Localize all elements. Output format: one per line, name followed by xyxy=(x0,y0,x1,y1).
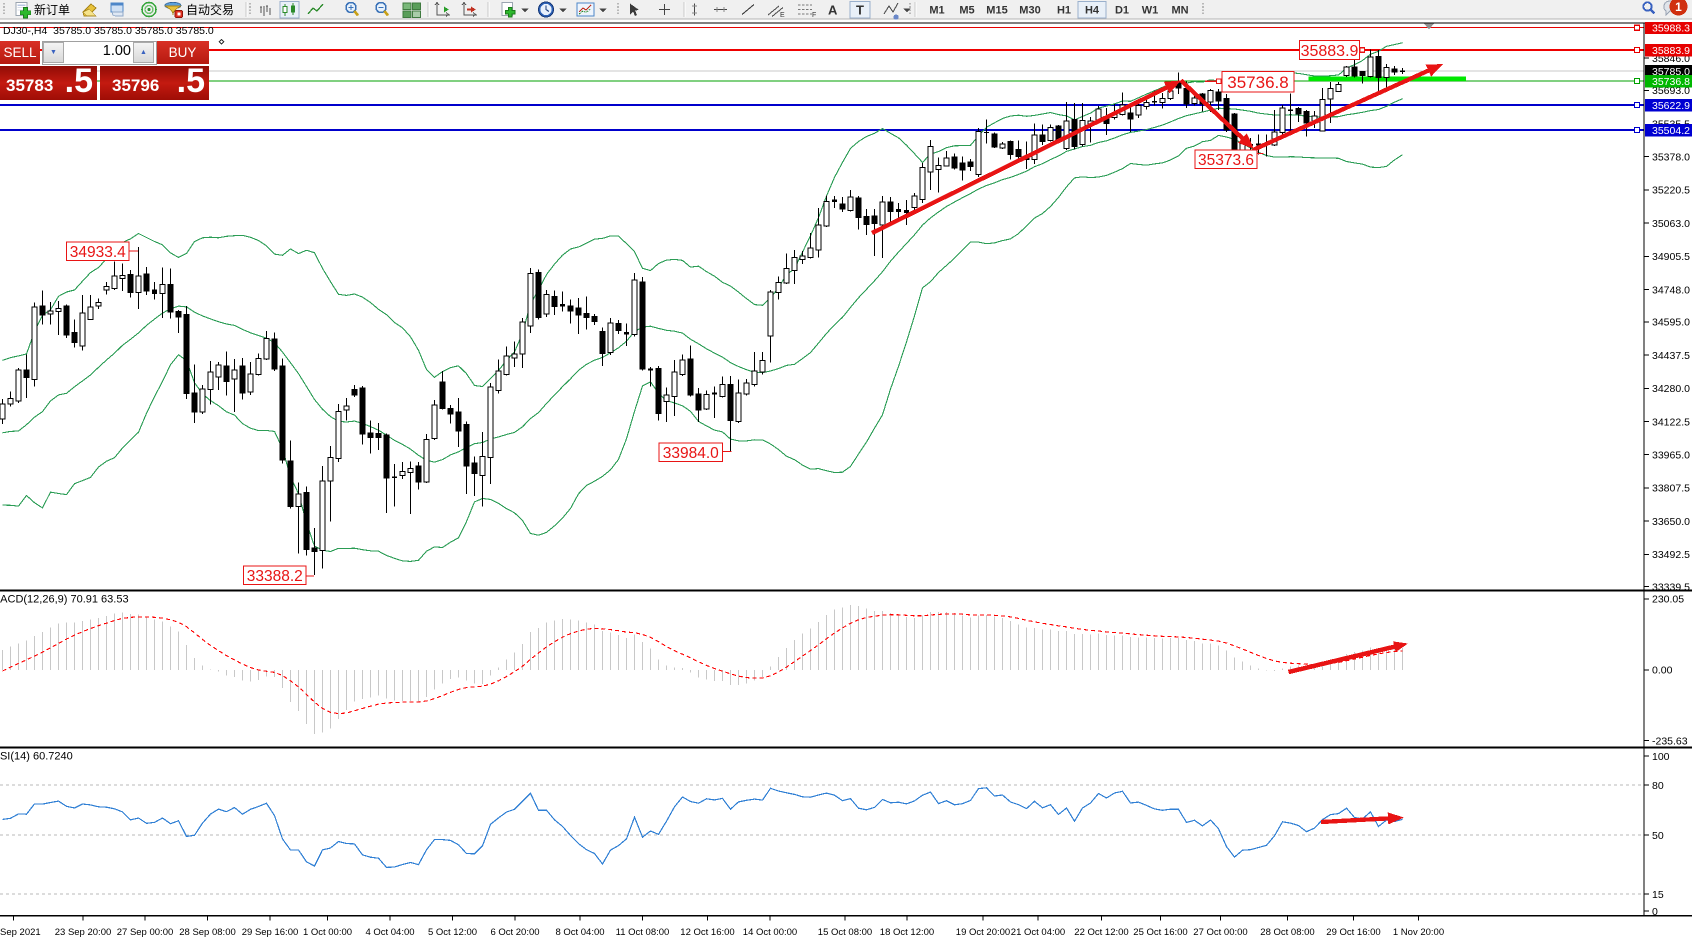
svg-text:8 Oct 04:00: 8 Oct 04:00 xyxy=(555,927,604,938)
svg-text:A: A xyxy=(828,3,838,18)
svg-text:33965.0: 33965.0 xyxy=(1652,450,1690,462)
svg-text:35736.8: 35736.8 xyxy=(1652,76,1690,88)
svg-text:35378.0: 35378.0 xyxy=(1652,152,1690,164)
svg-text:H1: H1 xyxy=(1057,5,1071,17)
svg-text:34437.5: 34437.5 xyxy=(1652,350,1690,362)
svg-text:34122.5: 34122.5 xyxy=(1652,416,1690,428)
svg-text:35622.9: 35622.9 xyxy=(1652,100,1690,112)
svg-text:100: 100 xyxy=(1652,751,1670,763)
svg-text:0: 0 xyxy=(1652,906,1658,918)
svg-text:23 Sep 20:00: 23 Sep 20:00 xyxy=(55,927,112,938)
svg-text:35220.5: 35220.5 xyxy=(1652,185,1690,197)
svg-text:1 Nov 20:00: 1 Nov 20:00 xyxy=(1393,927,1444,938)
svg-text:34280.0: 34280.0 xyxy=(1652,383,1690,395)
svg-text:80: 80 xyxy=(1652,780,1664,792)
svg-text:12 Oct 16:00: 12 Oct 16:00 xyxy=(680,927,734,938)
svg-text:33388.2: 33388.2 xyxy=(247,568,303,585)
svg-text:22 Oct 12:00: 22 Oct 12:00 xyxy=(1074,927,1128,938)
svg-text:4 Oct 04:00: 4 Oct 04:00 xyxy=(365,927,414,938)
svg-text:27 Oct 00:00: 27 Oct 00:00 xyxy=(1193,927,1247,938)
svg-text:34905.5: 34905.5 xyxy=(1652,251,1690,263)
svg-text:RSI(14) 60.7240: RSI(14) 60.7240 xyxy=(0,751,73,763)
svg-text:19 Oct 20:00: 19 Oct 20:00 xyxy=(956,927,1010,938)
svg-text:18 Oct 12:00: 18 Oct 12:00 xyxy=(880,927,934,938)
svg-text:35883.9: 35883.9 xyxy=(1652,45,1690,57)
svg-text:F: F xyxy=(812,12,816,19)
svg-text:29 Sep 16:00: 29 Sep 16:00 xyxy=(242,927,299,938)
svg-text:15 Oct 08:00: 15 Oct 08:00 xyxy=(818,927,872,938)
svg-text:33807.5: 33807.5 xyxy=(1652,483,1690,495)
svg-text:M1: M1 xyxy=(929,5,944,17)
svg-text:28 Sep 08:00: 28 Sep 08:00 xyxy=(179,927,236,938)
svg-text:34595.0: 34595.0 xyxy=(1652,317,1690,329)
svg-text:35693.0: 35693.0 xyxy=(1652,85,1690,97)
svg-text:35736.8: 35736.8 xyxy=(1227,73,1288,92)
svg-text:-235.63: -235.63 xyxy=(1652,735,1688,747)
svg-text:M30: M30 xyxy=(1019,5,1040,17)
svg-text:DJ30-,H4 35785.0 35785.0 3578: DJ30-,H4 35785.0 35785.0 35785.0 35785.0 xyxy=(3,25,214,37)
svg-text:Sep 2021: Sep 2021 xyxy=(0,927,41,938)
svg-text:1 Oct 00:00: 1 Oct 00:00 xyxy=(303,927,352,938)
svg-text:11 Oct 08:00: 11 Oct 08:00 xyxy=(616,927,670,938)
svg-text:230.05: 230.05 xyxy=(1652,594,1684,606)
svg-text:W1: W1 xyxy=(1142,5,1159,17)
svg-text:H4: H4 xyxy=(1085,5,1100,17)
svg-text:MN: MN xyxy=(1171,5,1188,17)
svg-text:1: 1 xyxy=(1675,0,1682,14)
svg-text:33339.5: 33339.5 xyxy=(1652,581,1690,593)
svg-text:15: 15 xyxy=(1652,889,1664,901)
svg-text:5 Oct 12:00: 5 Oct 12:00 xyxy=(428,927,477,938)
svg-text:MACD(12,26,9) 70.91 63.53: MACD(12,26,9) 70.91 63.53 xyxy=(0,594,129,606)
svg-text:自动交易: 自动交易 xyxy=(186,2,234,17)
svg-text:35373.6: 35373.6 xyxy=(1198,152,1254,169)
svg-text:35504.2: 35504.2 xyxy=(1652,125,1690,137)
svg-text:25 Oct 16:00: 25 Oct 16:00 xyxy=(1133,927,1187,938)
svg-text:35785.0: 35785.0 xyxy=(1652,66,1690,78)
svg-text:34748.0: 34748.0 xyxy=(1652,284,1690,296)
svg-text:0.00: 0.00 xyxy=(1652,665,1673,677)
svg-text:6 Oct 20:00: 6 Oct 20:00 xyxy=(490,927,539,938)
svg-text:D1: D1 xyxy=(1115,5,1129,17)
svg-text:29 Oct 16:00: 29 Oct 16:00 xyxy=(1326,927,1380,938)
svg-text:14 Oct 00:00: 14 Oct 00:00 xyxy=(743,927,797,938)
svg-text:35988.3: 35988.3 xyxy=(1652,23,1690,35)
svg-text:34933.4: 34933.4 xyxy=(70,244,126,261)
svg-text:T: T xyxy=(856,3,864,18)
svg-text:M15: M15 xyxy=(986,5,1007,17)
svg-text:M5: M5 xyxy=(959,5,974,17)
svg-text:28 Oct 08:00: 28 Oct 08:00 xyxy=(1260,927,1314,938)
svg-text:35883.9: 35883.9 xyxy=(1301,43,1359,60)
svg-text:新订单: 新订单 xyxy=(34,2,70,17)
svg-text:33984.0: 33984.0 xyxy=(663,445,719,462)
svg-text:35063.0: 35063.0 xyxy=(1652,218,1690,230)
svg-text:33650.0: 33650.0 xyxy=(1652,516,1690,528)
svg-text:21 Oct 04:00: 21 Oct 04:00 xyxy=(1011,927,1065,938)
svg-text:E: E xyxy=(780,12,785,19)
svg-text:33492.5: 33492.5 xyxy=(1652,549,1690,561)
svg-text:50: 50 xyxy=(1652,830,1664,842)
svg-text:27 Sep 00:00: 27 Sep 00:00 xyxy=(117,927,174,938)
